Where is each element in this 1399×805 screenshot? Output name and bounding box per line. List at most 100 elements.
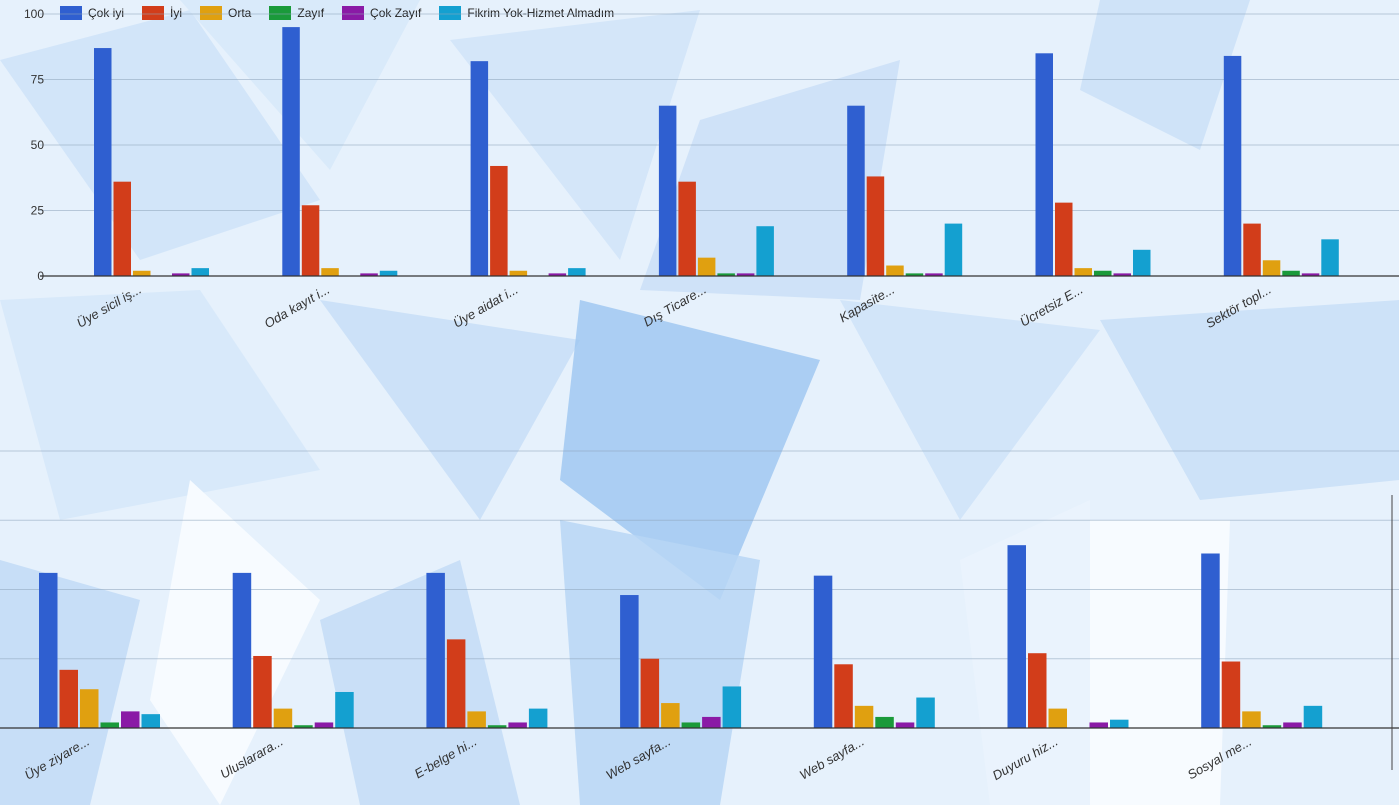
bar[interactable]	[1110, 719, 1129, 728]
bar[interactable]	[133, 270, 151, 276]
bar[interactable]	[121, 711, 140, 728]
bar[interactable]	[1262, 260, 1281, 276]
bar[interactable]	[1282, 270, 1300, 276]
bar[interactable]	[1055, 202, 1073, 276]
bar[interactable]	[875, 716, 894, 728]
bar[interactable]	[697, 257, 716, 276]
bar[interactable]	[1321, 239, 1339, 276]
x-tick-label: Uluslarara...	[218, 734, 286, 782]
bar[interactable]	[1089, 722, 1109, 728]
x-tick-label: Kapasite...	[836, 282, 897, 326]
bar[interactable]	[94, 48, 112, 277]
x-tick-label: Web sayfa...	[603, 734, 673, 783]
y-tick-label: 75	[31, 73, 45, 87]
legend-item[interactable]: Zayıf	[269, 6, 324, 20]
bar[interactable]	[1303, 705, 1323, 728]
bar[interactable]	[141, 714, 161, 728]
bar[interactable]	[100, 722, 120, 728]
x-tick-label: Üye ziyare...	[22, 734, 92, 783]
bar[interactable]	[1094, 270, 1112, 276]
bar[interactable]	[702, 716, 721, 728]
bar[interactable]	[866, 176, 885, 276]
bar[interactable]	[548, 273, 567, 276]
bar[interactable]	[1035, 53, 1054, 276]
bar[interactable]	[658, 105, 677, 276]
bar[interactable]	[1221, 661, 1241, 728]
bar[interactable]	[282, 27, 300, 276]
bar[interactable]	[467, 711, 486, 728]
bar[interactable]	[568, 268, 586, 276]
bar[interactable]	[1201, 553, 1220, 728]
bar[interactable]	[1223, 55, 1242, 276]
legend-label: Zayıf	[297, 6, 325, 20]
legend-item[interactable]: Orta	[200, 6, 251, 20]
bar[interactable]	[509, 270, 528, 276]
bar[interactable]	[487, 725, 507, 728]
bar[interactable]	[736, 273, 755, 276]
bar[interactable]	[905, 273, 924, 276]
bar[interactable]	[360, 273, 378, 276]
bar[interactable]	[379, 270, 398, 276]
x-tick-label: Sektör topl...	[1203, 282, 1274, 331]
bar[interactable]	[756, 226, 774, 276]
bar[interactable]	[1113, 273, 1132, 276]
bar[interactable]	[854, 705, 874, 728]
bar[interactable]	[847, 105, 865, 276]
legend-item[interactable]: Fikrim Yok-Hizmet Almadım	[439, 6, 614, 20]
bar[interactable]	[528, 708, 548, 728]
bar[interactable]	[886, 265, 904, 276]
bar[interactable]	[681, 722, 701, 728]
legend-item[interactable]: İyi	[142, 6, 182, 20]
legend-swatch	[200, 6, 223, 20]
bar[interactable]	[1133, 249, 1151, 276]
bar[interactable]	[661, 703, 680, 728]
bar[interactable]	[640, 658, 660, 728]
legend-swatch	[60, 6, 82, 20]
bar[interactable]	[678, 181, 696, 276]
bar[interactable]	[490, 165, 508, 276]
bar[interactable]	[273, 708, 293, 728]
bar[interactable]	[80, 689, 99, 728]
bar[interactable]	[916, 697, 935, 728]
bar[interactable]	[508, 722, 527, 728]
bar[interactable]	[813, 575, 833, 728]
bar[interactable]	[253, 655, 272, 728]
bar[interactable]	[1048, 708, 1068, 728]
bar[interactable]	[925, 273, 943, 276]
bar[interactable]	[172, 273, 190, 276]
bar[interactable]	[1301, 273, 1320, 276]
bar[interactable]	[321, 268, 339, 276]
y-tick-label: 100	[24, 7, 44, 21]
legend-label: Çok iyi	[88, 6, 125, 20]
bar[interactable]	[314, 722, 334, 728]
bar[interactable]	[294, 725, 313, 728]
bar[interactable]	[722, 686, 742, 728]
bar[interactable]	[39, 572, 58, 728]
bar[interactable]	[1262, 725, 1282, 728]
bar[interactable]	[620, 595, 639, 728]
x-tick-label: Sosyal me...	[1185, 734, 1254, 783]
bar[interactable]	[1007, 545, 1027, 728]
bar[interactable]	[335, 691, 354, 728]
bar[interactable]	[834, 664, 853, 728]
x-tick-label: Oda kayıt i...	[262, 282, 333, 331]
bar[interactable]	[191, 268, 210, 276]
bar[interactable]	[113, 181, 132, 276]
bar[interactable]	[895, 722, 915, 728]
legend-item[interactable]: Çok Zayıf	[342, 6, 421, 20]
bar[interactable]	[1074, 268, 1093, 276]
bar[interactable]	[1283, 722, 1302, 728]
bar[interactable]	[717, 273, 735, 276]
x-tick-label: Ücretsiz E...	[1017, 282, 1085, 330]
bar[interactable]	[59, 669, 79, 728]
bar[interactable]	[470, 61, 489, 276]
bar[interactable]	[301, 205, 320, 276]
bar[interactable]	[446, 639, 466, 728]
bar[interactable]	[1242, 711, 1261, 728]
bar[interactable]	[426, 572, 445, 728]
bar[interactable]	[232, 572, 252, 728]
bar[interactable]	[944, 223, 963, 276]
legend-item[interactable]: Çok iyi	[60, 6, 124, 20]
bar[interactable]	[1028, 653, 1047, 728]
bar[interactable]	[1243, 223, 1261, 276]
